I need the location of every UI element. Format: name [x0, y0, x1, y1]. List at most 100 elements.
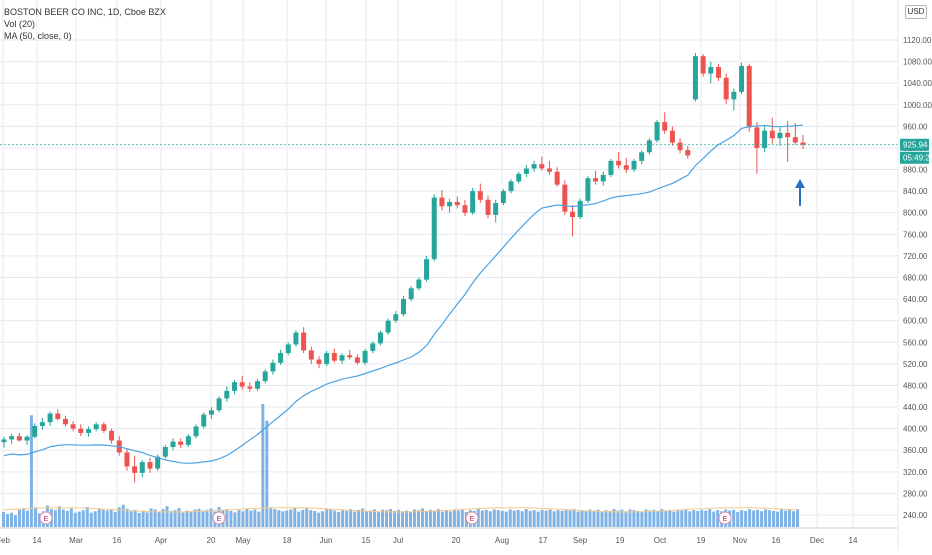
volume-bar	[788, 509, 792, 527]
volume-bar	[285, 510, 289, 527]
volume-bar	[317, 512, 321, 527]
y-tick-label: 880.00	[903, 166, 928, 175]
candle-body	[585, 178, 591, 201]
volume-bar	[269, 507, 273, 527]
volume-bar	[420, 508, 424, 527]
volume-bar	[193, 509, 197, 527]
earnings-marker-label: E	[723, 516, 728, 523]
volume-indicator-label[interactable]: Vol (20)	[4, 19, 36, 29]
volume-bar	[556, 510, 560, 527]
volume-bar	[572, 509, 576, 527]
candle-body	[262, 371, 268, 382]
currency-button[interactable]: USD	[905, 5, 927, 19]
y-tick-label: 400.00	[903, 425, 928, 434]
volume-bar	[600, 511, 604, 527]
candle-body	[516, 173, 522, 182]
candle-body	[339, 355, 345, 361]
volume-bar	[708, 509, 712, 527]
volume-bar	[369, 510, 373, 527]
candle-body	[132, 466, 138, 473]
candle-body	[93, 424, 99, 430]
volume-bar	[524, 509, 528, 527]
volume-bar	[540, 509, 544, 527]
candle-body	[147, 462, 153, 469]
volume-bar	[9, 512, 13, 527]
earnings-marker-label: E	[470, 516, 475, 523]
volume-bar	[153, 509, 157, 527]
volume-bar	[752, 510, 756, 527]
candle-body	[362, 350, 368, 363]
candle-body	[255, 381, 261, 389]
volume-bar	[253, 509, 257, 527]
volume-bar	[696, 510, 700, 527]
volume-bar	[692, 510, 696, 527]
x-tick-label: Jul	[393, 536, 403, 545]
y-tick-label: 760.00	[903, 230, 928, 239]
candle-body	[546, 168, 552, 172]
volume-bar	[73, 512, 77, 527]
volume-bar	[189, 511, 193, 527]
candle-body	[293, 332, 299, 345]
candle-body	[477, 191, 483, 200]
volume-bar	[33, 507, 37, 527]
candle-body	[654, 122, 660, 141]
candle-body	[608, 160, 614, 175]
y-tick-label: 600.00	[903, 317, 928, 326]
candle-body	[562, 184, 568, 212]
volume-bar	[552, 511, 556, 527]
volume-bar	[620, 509, 624, 527]
candle-body	[32, 425, 38, 437]
volume-bar	[125, 508, 129, 527]
volume-bar	[289, 509, 293, 527]
volume-bar	[680, 510, 684, 527]
volume-bar	[520, 511, 524, 527]
volume-bar	[592, 510, 596, 527]
y-tick-label: 800.00	[903, 209, 928, 218]
volume-bar	[640, 511, 644, 527]
volume-bar	[500, 510, 504, 527]
volume-bar	[265, 420, 269, 527]
moving-average-label[interactable]: MA (50, close, 0)	[4, 31, 72, 41]
candle-body	[9, 436, 15, 440]
candle-body	[723, 77, 729, 100]
candle-body	[24, 436, 30, 441]
candle-body	[55, 413, 61, 419]
volume-bar	[416, 510, 420, 527]
candle-body	[447, 201, 453, 207]
volume-bar	[564, 509, 568, 527]
candle-body	[62, 418, 68, 425]
volume-bar	[101, 509, 105, 527]
volume-bar	[596, 509, 600, 527]
candle-body	[708, 66, 714, 74]
y-tick-label: 280.00	[903, 489, 928, 498]
volume-bar	[133, 509, 137, 527]
earnings-marker	[718, 511, 732, 525]
volume-bar	[424, 510, 428, 527]
candle-body	[792, 137, 798, 143]
y-tick-label: 1040.00	[903, 79, 932, 88]
volume-bar	[616, 510, 620, 527]
volume-bar	[624, 511, 628, 527]
candle-body	[715, 66, 721, 78]
candle-body	[124, 452, 130, 467]
volume-bar	[448, 511, 452, 527]
x-tick-label: Jun	[320, 536, 333, 545]
volume-bar	[608, 510, 612, 527]
symbol-title[interactable]: BOSTON BEER CO INC, 1D, Cboe BZX	[4, 7, 166, 17]
volume-bar	[688, 511, 692, 527]
volume-bar	[181, 512, 185, 527]
y-tick-label: 640.00	[903, 295, 928, 304]
volume-bar	[401, 511, 404, 527]
volume-bar	[756, 509, 760, 527]
volume-bar	[764, 509, 768, 527]
candle-body	[754, 127, 760, 148]
volume-bar	[77, 511, 81, 527]
candle-body	[231, 382, 237, 391]
volume-bar	[345, 510, 349, 527]
volume-bar	[165, 506, 169, 527]
candle-body	[800, 142, 806, 145]
volume-bar	[796, 509, 799, 527]
volume-bar	[69, 508, 73, 527]
